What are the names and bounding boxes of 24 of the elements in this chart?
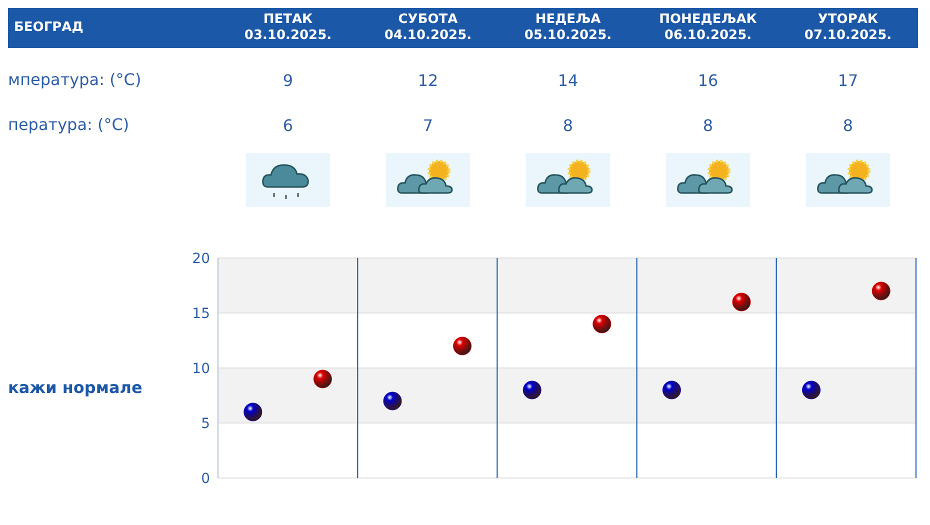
text: ПЕТАК 03.10.2025.: [243, 12, 333, 44]
y-tick-label: 0: [201, 470, 210, 487]
y-tick-label: 20: [192, 250, 210, 267]
y-tick-label: 10: [192, 360, 210, 377]
y-tick-label: 15: [192, 306, 210, 322]
text: УТОРАК 07.10.2025.: [803, 12, 893, 44]
text: мпература: (°C): [8, 70, 142, 89]
text: СУБОТА 04.10.2025.: [383, 12, 473, 44]
data-label: 8: [562, 116, 574, 135]
data-label: 16: [696, 71, 720, 90]
y-tick-label: 5: [201, 416, 210, 432]
data-label: 6: [282, 116, 294, 135]
data-label: 14: [556, 71, 580, 90]
data-label: 8: [702, 116, 714, 135]
data-label: 12: [416, 71, 440, 90]
data-label: 17: [836, 71, 860, 90]
text: пература: (°C): [8, 115, 130, 134]
data-label: 7: [422, 116, 434, 135]
text: кажи нормале: [8, 378, 142, 397]
data-label: 9: [282, 71, 294, 90]
data-label: 8: [842, 116, 854, 135]
text: НЕДЕЉА 05.10.2025.: [523, 12, 613, 44]
text: ПОНЕДЕЉАК 06.10.2025.: [658, 12, 758, 44]
text: БЕОГРАД: [14, 20, 84, 35]
